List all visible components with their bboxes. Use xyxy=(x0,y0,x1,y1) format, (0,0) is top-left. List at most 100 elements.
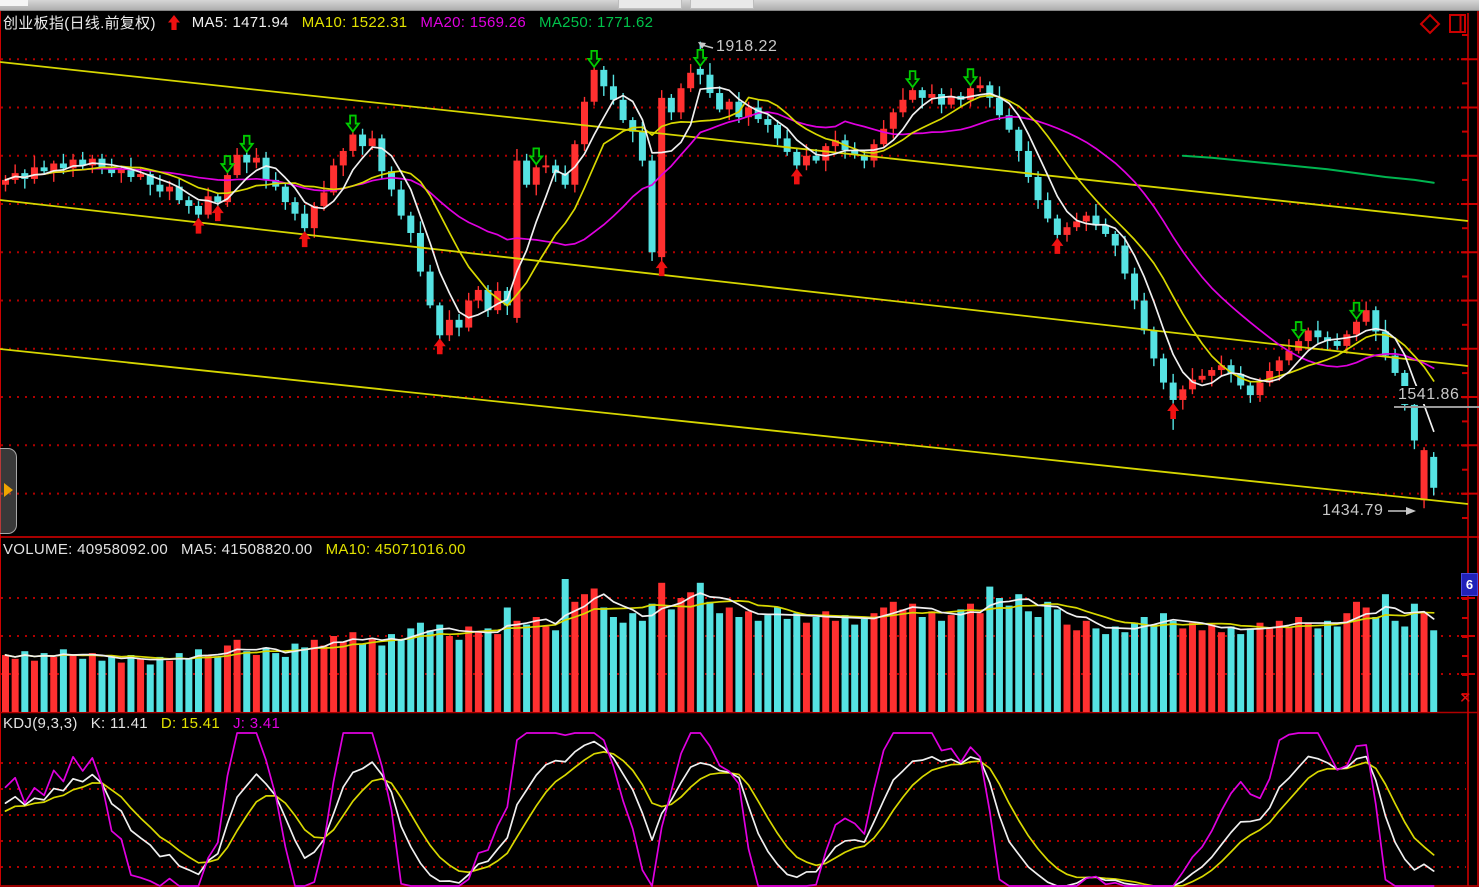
volume-bar xyxy=(851,624,859,712)
candle-body xyxy=(1005,115,1013,130)
volume-bar xyxy=(1160,613,1167,712)
volume-bar xyxy=(88,653,96,712)
toolbar-button-slot[interactable] xyxy=(690,0,754,9)
volume-bar xyxy=(195,649,202,712)
volume-bar xyxy=(1314,628,1322,712)
candle-body xyxy=(802,155,810,166)
candle-body xyxy=(1179,389,1187,400)
volume-bar xyxy=(638,620,646,712)
volume-bar xyxy=(185,658,193,712)
sidebar-expand-tab[interactable] xyxy=(0,448,17,534)
volume-bar xyxy=(745,611,753,712)
volume-bar xyxy=(30,660,38,712)
volume-ma5-readout: MA5: 41508820.00 xyxy=(180,541,313,558)
volume-bar xyxy=(1063,624,1071,712)
buy-signal-arrow-icon xyxy=(433,338,446,355)
volume-bar xyxy=(976,613,984,712)
volume-bar xyxy=(831,620,839,712)
volume-bar xyxy=(1092,628,1100,712)
volume-bar xyxy=(793,613,801,712)
candle-body xyxy=(1034,177,1042,201)
volume-bar xyxy=(918,617,926,712)
kdj-params-label: KDJ(9,3,3) xyxy=(3,715,78,732)
volume-bar xyxy=(909,603,917,712)
volume-bar xyxy=(465,626,473,712)
volume-bar xyxy=(50,656,58,712)
volume-bar xyxy=(1208,624,1216,712)
candle-body xyxy=(880,128,888,145)
candle-body xyxy=(494,290,502,311)
volume-bar xyxy=(1169,620,1177,712)
last-close-marker-line xyxy=(1394,406,1479,408)
candle-body xyxy=(1044,200,1052,219)
candle-body xyxy=(899,99,907,113)
pane-close-marker[interactable]: ✕ xyxy=(1459,690,1472,707)
candle-body xyxy=(1092,215,1100,226)
candle-body xyxy=(687,72,695,89)
candle-body xyxy=(445,319,453,336)
candle-body xyxy=(1410,404,1418,441)
candle-body xyxy=(465,300,473,328)
candle-body xyxy=(600,69,608,87)
volume-bar xyxy=(889,601,897,712)
volume-readout: VOLUME: 40958092.00 xyxy=(3,541,168,558)
candle-body xyxy=(590,69,598,102)
volume-bar xyxy=(600,607,608,712)
split-window-icon[interactable] xyxy=(1449,14,1466,33)
ma20-readout: MA20: 1569.26 xyxy=(420,14,527,31)
candle-body xyxy=(88,158,96,166)
volume-bar xyxy=(1015,594,1023,712)
volume-bar xyxy=(687,592,695,712)
volume-bar xyxy=(1430,630,1438,712)
sell-signal-arrow-icon xyxy=(586,49,602,69)
volume-bar xyxy=(1304,622,1312,712)
volume-bar xyxy=(552,630,560,712)
candle-body xyxy=(667,97,675,113)
candle-body xyxy=(793,151,801,166)
buy-signal-arrow-icon xyxy=(298,231,311,248)
candle-body xyxy=(1121,245,1129,274)
peak-price-label: 1918.22 xyxy=(716,38,778,55)
volume-bar xyxy=(166,660,174,712)
candle-body xyxy=(368,138,376,147)
candle-body xyxy=(571,144,579,185)
candle-body xyxy=(1150,330,1158,359)
candle-body xyxy=(455,319,463,328)
volume-bar xyxy=(1140,617,1148,712)
candle-body xyxy=(1314,330,1322,338)
candle-body xyxy=(658,97,666,258)
candle-body xyxy=(1420,450,1428,501)
buy-signal-arrow-icon xyxy=(655,260,668,277)
volume-bar xyxy=(1285,626,1293,712)
candle-body xyxy=(745,107,753,118)
candle-body xyxy=(359,134,367,147)
sell-signal-arrow-icon xyxy=(219,155,236,174)
diamond-tool-icon[interactable] xyxy=(1419,13,1441,35)
volume-bar xyxy=(860,618,868,712)
volume-bar xyxy=(1246,628,1254,712)
volume-bar xyxy=(59,649,67,712)
candle-body xyxy=(320,192,328,206)
candle-body xyxy=(1131,273,1139,301)
candle-body xyxy=(986,85,994,98)
candle-body xyxy=(783,138,791,152)
candle-body xyxy=(1111,233,1119,246)
volume-bar xyxy=(735,617,743,712)
candle-body xyxy=(774,124,781,139)
candle-body xyxy=(1343,334,1351,346)
volume-bar xyxy=(146,664,154,712)
volume-bar xyxy=(291,643,299,712)
volume-bar xyxy=(1111,626,1119,712)
volume-bar xyxy=(1266,628,1274,712)
candle-body xyxy=(301,213,309,229)
volume-bar xyxy=(1420,613,1428,712)
volume-bar xyxy=(320,645,328,712)
candle-body xyxy=(233,154,241,176)
toolbar-button-slot[interactable] xyxy=(618,0,682,9)
volume-bar xyxy=(629,613,637,712)
volume-bar xyxy=(407,628,415,712)
volume-axis-badge[interactable]: 6 xyxy=(1461,573,1478,596)
candle-body xyxy=(532,167,540,185)
sell-signal-arrow-icon xyxy=(962,68,979,87)
low-price-label: 1434.79 xyxy=(1322,502,1384,519)
